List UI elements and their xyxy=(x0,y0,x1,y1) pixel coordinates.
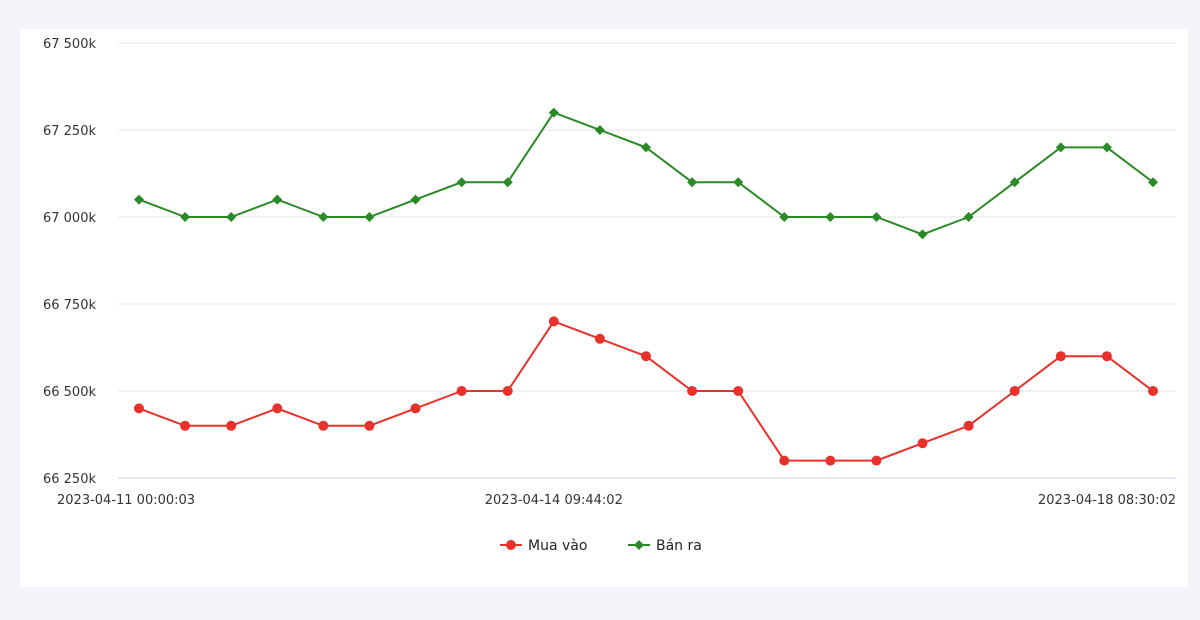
data-point xyxy=(917,438,928,449)
data-point xyxy=(548,107,559,118)
data-point xyxy=(1101,351,1112,362)
x-tick-label: 2023-04-11 00:00:03 xyxy=(57,493,195,508)
legend-label: Bán ra xyxy=(656,538,702,554)
y-tick-label: 67 250k xyxy=(43,124,96,139)
data-point xyxy=(641,351,651,362)
data-point xyxy=(1101,142,1112,153)
data-point xyxy=(871,455,882,466)
data-point xyxy=(1055,351,1066,362)
data-point xyxy=(318,212,329,222)
data-point xyxy=(687,177,698,188)
data-point xyxy=(180,420,191,431)
data-point xyxy=(410,194,421,205)
data-point xyxy=(871,212,882,222)
data-point xyxy=(410,403,421,414)
data-point xyxy=(917,229,928,240)
data-point xyxy=(134,194,144,205)
data-point xyxy=(134,403,144,414)
data-point xyxy=(594,333,605,344)
data-point xyxy=(594,125,605,135)
data-point xyxy=(364,212,375,222)
x-tick-label: 2023-04-18 08:30:02 xyxy=(1038,493,1176,508)
data-point xyxy=(1009,177,1020,188)
y-tick-label: 66 250k xyxy=(43,472,96,487)
data-point xyxy=(272,403,283,414)
data-point xyxy=(226,420,237,431)
legend-marker-circle xyxy=(506,540,516,550)
data-point xyxy=(502,386,513,396)
data-point xyxy=(180,212,191,222)
data-point xyxy=(318,420,329,431)
data-point xyxy=(1055,142,1066,153)
series-line-ban-ra xyxy=(138,111,1154,236)
data-point xyxy=(548,316,559,327)
data-point xyxy=(825,455,836,466)
data-point xyxy=(687,386,698,396)
data-point xyxy=(1148,177,1158,188)
data-point xyxy=(456,177,467,188)
data-point xyxy=(963,420,974,431)
data-point xyxy=(641,142,651,153)
data-point xyxy=(364,420,375,431)
x-tick-label: 2023-04-14 09:44:02 xyxy=(485,493,623,508)
data-point xyxy=(456,386,467,396)
data-point xyxy=(779,212,790,222)
line-chart: 67 500k 67 250k 67 000k 66 750k 66 500k 66 25… xyxy=(43,37,1176,554)
data-point xyxy=(779,455,790,466)
data-point xyxy=(502,177,513,188)
legend-label: Mua vào xyxy=(528,538,587,554)
data-point xyxy=(1009,386,1020,396)
data-point xyxy=(226,212,237,222)
y-tick-label: 66 750k xyxy=(43,298,96,313)
data-point xyxy=(825,212,836,222)
y-tick-label: 66 500k xyxy=(43,385,96,400)
data-point xyxy=(963,212,974,222)
y-tick-label: 67 000k xyxy=(43,211,96,226)
y-tick-label: 67 500k xyxy=(43,37,96,52)
data-point xyxy=(733,386,744,396)
data-point xyxy=(272,194,283,205)
legend-marker-diamond xyxy=(634,540,644,550)
chart-card: 67 500k 67 250k 67 000k 66 750k 66 500k 66 25… xyxy=(20,30,1188,586)
data-point xyxy=(733,177,744,188)
data-point xyxy=(1148,386,1158,396)
